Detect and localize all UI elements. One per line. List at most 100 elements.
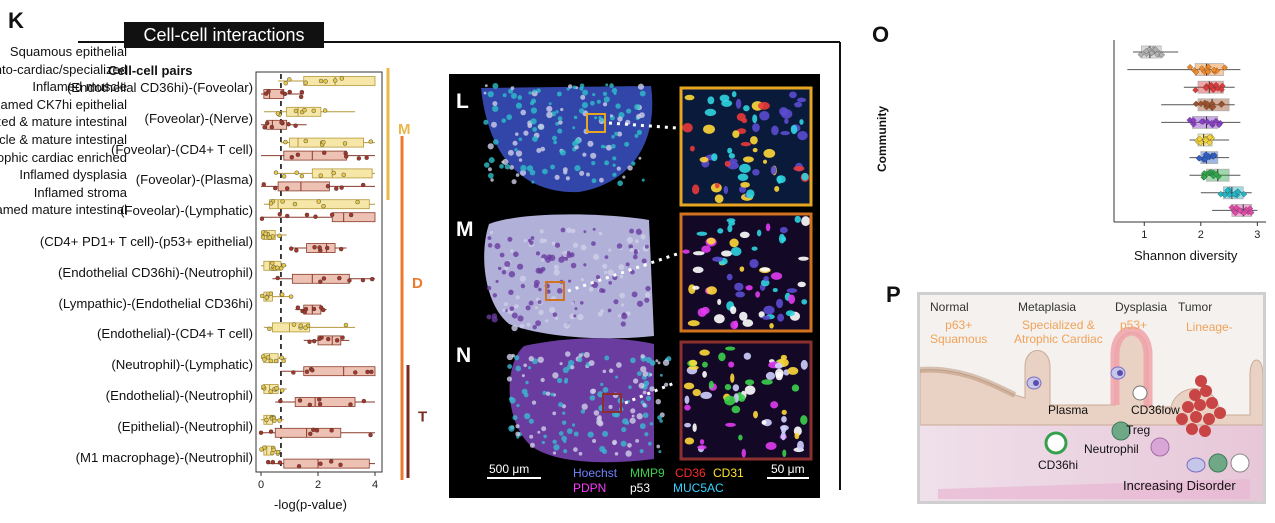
data-point [281,263,286,268]
cell-mark [535,251,541,256]
cell-mark [545,391,551,396]
cell-mark [599,177,604,183]
group-label: D [412,275,423,292]
data-point [299,89,305,95]
data-point [1240,190,1248,198]
data-point [277,233,282,239]
cell-mark [590,100,595,106]
cell-mark [552,439,557,445]
cell-mark [539,238,545,244]
cell-mark [599,117,604,123]
cell-mark [611,87,618,94]
cell-mark [599,445,606,453]
cell-mark [579,301,584,305]
cell-mark [514,132,519,136]
cell-mark [566,252,572,258]
cell-mark [615,375,618,379]
cell-mark [486,314,492,320]
cell-mark [600,309,605,313]
cell-mark [578,353,583,358]
cell-mark [513,251,519,258]
cell-mark [617,116,623,122]
cell-mark [628,385,632,389]
cell-mark [487,91,494,98]
cell-mark [638,156,642,160]
cell-mark [591,178,597,184]
data-point [282,91,288,97]
cell-mark [592,253,600,260]
data-point [360,182,366,188]
cell-mark [612,172,617,177]
cell-mark [628,244,634,249]
cell-mark [558,120,563,125]
data-point [264,417,269,423]
data-point [274,386,279,391]
stage-title: Dysplasia [1115,300,1168,314]
cell-mark [517,315,524,322]
cell-mark [531,180,535,184]
data-point [1192,68,1200,76]
cell-mark [625,311,631,316]
panel-l-label: L [456,90,469,113]
data-point [311,108,316,113]
data-point [275,111,281,116]
cell-mark [587,431,594,438]
cell-mark [550,392,555,397]
data-point [283,139,288,145]
cell-mark [602,369,607,374]
cell-mark [521,388,528,395]
cell-mark [489,230,494,235]
cell-mark [542,168,548,175]
cell-mark [631,291,638,298]
cell-mark [507,236,513,242]
data-point [278,398,283,404]
cell-mark [598,287,604,293]
cell-mark [587,140,594,147]
cell-mark [574,307,578,311]
data-point [258,430,264,435]
data-point [342,141,348,146]
data-point [1198,118,1205,125]
data-point [1247,209,1255,216]
cell-mark [639,449,644,454]
cell-mark [540,146,546,152]
data-point [1197,139,1204,146]
data-point [312,338,317,344]
cell-mark [619,274,624,279]
group-label: M [398,121,411,138]
cell-mark [655,398,662,405]
k-xlabel: -log(p-value) [274,497,347,512]
cell-mark [507,364,513,369]
data-point [268,201,274,206]
data-point [368,432,373,438]
roi-box [545,281,565,301]
cell-mark [528,356,534,362]
cell-mark [564,256,569,261]
data-point [273,358,279,364]
data-point [296,464,302,469]
cell-mark [563,440,567,444]
cell-mark [515,424,520,429]
data-point [316,199,321,204]
data-point [1192,100,1200,108]
community-label: Inflamed mature intestinal [0,202,127,218]
cell-mark [594,116,598,120]
data-point [1240,209,1248,217]
data-point [259,216,265,221]
data-point [293,108,299,114]
data-point [317,401,323,407]
cell-mark [560,107,564,112]
cell-mark [635,438,640,443]
zoom-inset [681,342,811,459]
data-point [317,397,322,402]
data-point [268,358,274,364]
cell-mark [552,312,558,317]
box [289,137,364,148]
cell-mark [603,270,608,275]
cell-mark [555,110,559,114]
community-label: Atrophic cardiac enriched [0,149,127,165]
data-point [280,199,285,204]
cell-mark [492,101,498,107]
cell-mark [484,84,488,88]
cell-mark [583,230,587,234]
